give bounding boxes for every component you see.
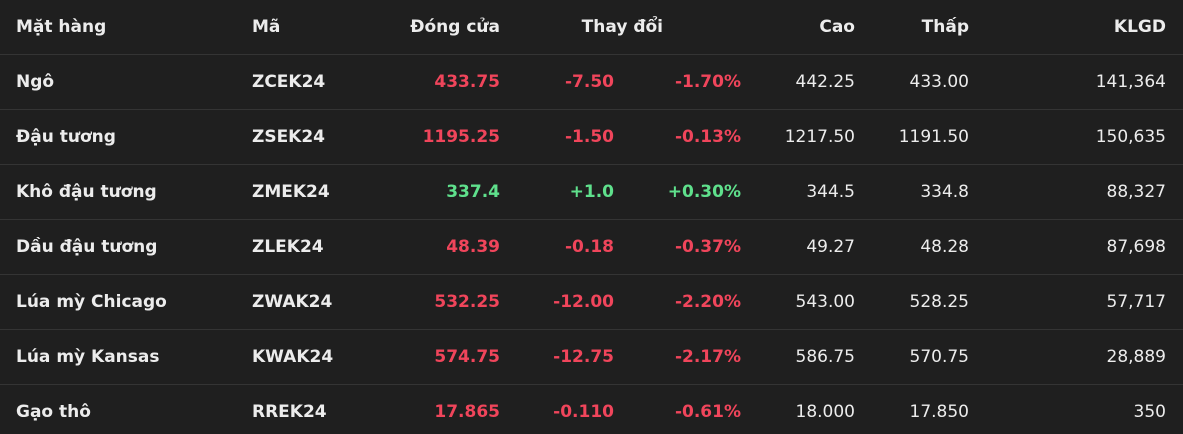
volume-cell: 88,327 bbox=[1106, 182, 1166, 202]
name-cell: Gạo thô bbox=[16, 402, 91, 422]
change-cell: +1.0 bbox=[569, 182, 614, 202]
volume-cell: 150,635 bbox=[1095, 127, 1166, 147]
name-cell: Lúa mỳ Kansas bbox=[16, 347, 160, 367]
code-cell: ZMEK24 bbox=[252, 182, 330, 202]
table-row: Lúa mỳ Kansas KWAK24 574.75 -12.75 -2.17% 586… bbox=[0, 330, 1183, 385]
name-cell: Lúa mỳ Chicago bbox=[16, 292, 167, 312]
header-cell: Mã bbox=[252, 17, 281, 37]
low-cell: 1191.50 bbox=[898, 127, 969, 147]
code-cell: ZCEK24 bbox=[252, 72, 326, 92]
volume-cell: 350 bbox=[1133, 402, 1166, 422]
close-cell: 48.39 bbox=[446, 237, 500, 257]
change-pct-cell: -2.20% bbox=[674, 292, 741, 312]
high-cell: 543.00 bbox=[795, 292, 855, 312]
header-row: Mặt hàng Mã Đóng cửa Thay đổi Cao Thấp KLGD bbox=[0, 0, 1183, 55]
low-cell: 48.28 bbox=[920, 237, 969, 257]
volume-cell: 141,364 bbox=[1095, 72, 1166, 92]
close-cell: 532.25 bbox=[434, 292, 500, 312]
high-cell: 442.25 bbox=[795, 72, 855, 92]
header-cell: Mặt hàng bbox=[16, 17, 107, 37]
code-cell: ZSEK24 bbox=[252, 127, 326, 147]
code-cell: KWAK24 bbox=[252, 347, 334, 367]
change-cell: -0.110 bbox=[553, 402, 614, 422]
high-cell: 49.27 bbox=[806, 237, 855, 257]
change-cell: -1.50 bbox=[565, 127, 614, 147]
header-cell: KLGD bbox=[1113, 17, 1166, 37]
low-cell: 334.8 bbox=[920, 182, 969, 202]
change-pct-cell: -0.13% bbox=[674, 127, 741, 147]
close-cell: 433.75 bbox=[434, 72, 500, 92]
change-cell: -7.50 bbox=[565, 72, 614, 92]
volume-cell: 28,889 bbox=[1106, 347, 1166, 367]
table-row: Ngô ZCEK24 433.75 -7.50 -1.70% 442.25 433.00 14… bbox=[0, 55, 1183, 110]
change-cell: -12.75 bbox=[553, 347, 614, 367]
name-cell: Đậu tương bbox=[16, 127, 116, 147]
table-row: Đậu tương ZSEK24 1195.25 -1.50 -0.13% 1217.50… bbox=[0, 110, 1183, 165]
high-cell: 344.5 bbox=[806, 182, 855, 202]
table-row: Dầu đậu tương ZLEK24 48.39 -0.18 -0.37% 49.27… bbox=[0, 220, 1183, 275]
code-cell: RREK24 bbox=[252, 402, 327, 422]
close-cell: 574.75 bbox=[434, 347, 500, 367]
code-cell: ZWAK24 bbox=[252, 292, 333, 312]
close-cell: 1195.25 bbox=[422, 127, 500, 147]
low-cell: 528.25 bbox=[909, 292, 969, 312]
name-cell: Khô đậu tương bbox=[16, 182, 157, 202]
low-cell: 17.850 bbox=[909, 402, 969, 422]
header-cell: Đóng cửa bbox=[410, 17, 500, 37]
table-row: Khô đậu tương ZMEK24 337.4 +1.0 +0.30% 344.5 3… bbox=[0, 165, 1183, 220]
change-pct-cell: -0.61% bbox=[674, 402, 741, 422]
high-cell: 18.000 bbox=[795, 402, 855, 422]
volume-cell: 57,717 bbox=[1106, 292, 1166, 312]
change-pct-cell: -1.70% bbox=[674, 72, 741, 92]
change-pct-cell: -0.37% bbox=[674, 237, 741, 257]
close-cell: 337.4 bbox=[446, 182, 500, 202]
high-cell: 1217.50 bbox=[784, 127, 855, 147]
close-cell: 17.865 bbox=[434, 402, 500, 422]
low-cell: 570.75 bbox=[909, 347, 969, 367]
table-row: Gạo thô RREK24 17.865 -0.110 -0.61% 18.000 17.… bbox=[0, 385, 1183, 434]
header-cell: Cao bbox=[819, 17, 855, 37]
header-cell: Thay đổi bbox=[581, 17, 663, 37]
change-cell: -0.18 bbox=[565, 237, 614, 257]
low-cell: 433.00 bbox=[909, 72, 969, 92]
code-cell: ZLEK24 bbox=[252, 237, 324, 257]
name-cell: Dầu đậu tương bbox=[16, 237, 158, 257]
name-cell: Ngô bbox=[16, 72, 55, 92]
high-cell: 586.75 bbox=[795, 347, 855, 367]
change-cell: -12.00 bbox=[553, 292, 614, 312]
change-pct-cell: -2.17% bbox=[674, 347, 741, 367]
header-cell: Thấp bbox=[921, 17, 969, 37]
volume-cell: 87,698 bbox=[1106, 237, 1166, 257]
table-row: Lúa mỳ Chicago ZWAK24 532.25 -12.00 -2.20% 54… bbox=[0, 275, 1183, 330]
change-pct-cell: +0.30% bbox=[667, 182, 741, 202]
